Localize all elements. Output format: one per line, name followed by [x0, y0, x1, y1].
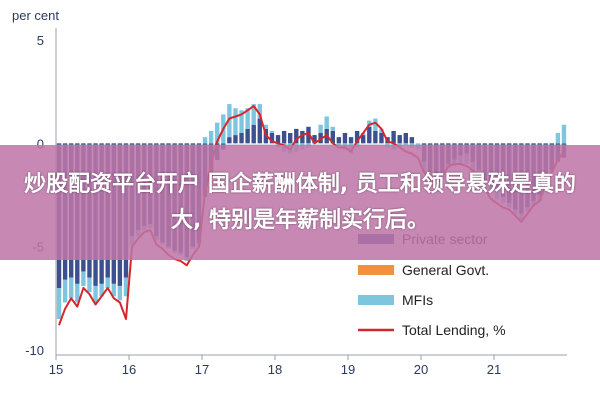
bar-private-sector [367, 126, 372, 144]
bar-private-sector [379, 133, 384, 144]
bar-mfis [227, 104, 232, 138]
bar-private-sector [251, 124, 256, 144]
legend-label-general-govt: General Govt. [402, 262, 489, 278]
y-tick-label: 0 [37, 136, 44, 151]
x-tick-labels: 15 16 17 18 19 20 21 [49, 355, 501, 377]
legend-swatch-mfis [358, 295, 394, 305]
legend-label-total-lending: Total Lending, % [402, 322, 506, 338]
bar-mfis [561, 124, 567, 144]
bar-mfis [373, 118, 378, 131]
bar-private-sector [373, 130, 378, 144]
bar-mfis [215, 122, 220, 144]
bar-mfis [117, 285, 123, 301]
bar-mfis [81, 271, 86, 286]
x-tick-label: 21 [487, 362, 501, 377]
bar-mfis [208, 130, 214, 144]
x-tick-label: 18 [268, 362, 282, 377]
unit-label: per cent [12, 8, 59, 23]
x-tick-label: 15 [49, 362, 63, 377]
bar-mfis [56, 288, 62, 319]
y-tick-label: 5 [37, 33, 44, 48]
bar-private-sector [288, 133, 293, 144]
bar-mfis [555, 133, 561, 144]
bar-mfis [263, 124, 269, 129]
bar-mfis [403, 143, 408, 146]
bar-mfis [233, 108, 238, 136]
bar-private-sector [361, 135, 366, 144]
bar-mfis [93, 285, 98, 303]
bar-private-sector [391, 130, 396, 144]
bar-private-sector [257, 118, 262, 144]
bar-private-sector [239, 133, 244, 144]
bar-private-sector [348, 137, 354, 144]
bar-mfis [69, 277, 74, 299]
bar-private-sector [233, 135, 238, 144]
bar-mfis [111, 283, 116, 297]
bar-private-sector [354, 130, 360, 144]
bar-mfis [336, 143, 342, 146]
bar-mfis [245, 108, 250, 129]
bar-mfis [87, 277, 92, 293]
y-tick-label: -10 [25, 343, 44, 358]
x-tick-label: 19 [341, 362, 355, 377]
bar-mfis [330, 126, 335, 131]
bar-private-sector [397, 135, 402, 144]
bar-mfis [239, 110, 244, 133]
bar-private-sector [275, 135, 281, 144]
bar-private-sector [281, 130, 287, 144]
bar-private-sector [245, 128, 250, 144]
banner-text: 炒股配资平台开户 国企薪酬体制, 员工和领导悬殊是真的大, 特别是年薪制实行后。 [24, 171, 576, 233]
bar-mfis [257, 104, 262, 119]
bar-mfis [62, 279, 68, 303]
bar-private-sector [306, 126, 311, 144]
x-tick-label: 16 [122, 362, 136, 377]
bar-mfis [75, 283, 80, 303]
bar-mfis [318, 124, 323, 133]
bar-private-sector [294, 128, 299, 144]
bar-mfis [123, 277, 129, 297]
bar-private-sector [336, 137, 342, 144]
overlay-banner: 炒股配资平台开户 国企薪酬体制, 员工和领导悬殊是真的大, 特别是年薪制实行后。 [0, 145, 600, 260]
bar-mfis [269, 130, 275, 133]
bar-private-sector [300, 130, 305, 144]
bar-private-sector [409, 137, 415, 144]
bar-mfis [324, 116, 329, 129]
bar-private-sector [269, 133, 275, 144]
bar-mfis [105, 277, 110, 288]
bar-private-sector [227, 137, 232, 144]
x-tick-label: 20 [414, 362, 428, 377]
bar-mfis [202, 137, 208, 144]
x-tick-label: 17 [195, 362, 209, 377]
bar-private-sector [403, 133, 408, 144]
legend-label-mfis: MFIs [402, 292, 433, 308]
bar-private-sector [312, 135, 317, 144]
bar-mfis [251, 104, 256, 125]
legend-swatch-general-govt [358, 265, 394, 275]
bar-private-sector [342, 133, 348, 144]
bar-mfis [99, 283, 104, 297]
bar-private-sector [330, 130, 335, 144]
